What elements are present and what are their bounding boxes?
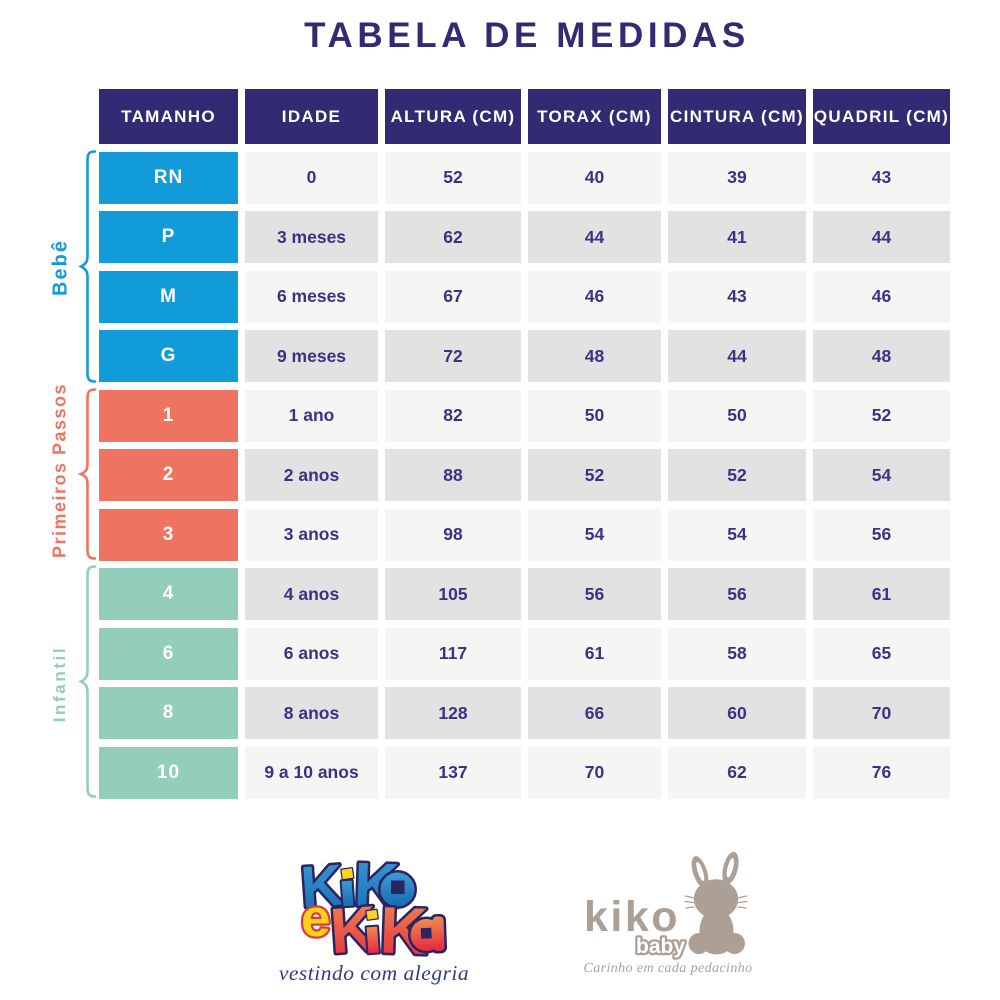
svg-text:kiko: kiko [584,893,680,941]
svg-text:K: K [379,892,430,968]
svg-text:e: e [301,889,330,948]
svg-text:Carinho em cada pedacinho: Carinho em cada pedacinho [583,961,752,976]
svg-text:K: K [299,852,345,920]
svg-text:baby: baby [636,935,685,958]
svg-text:K: K [328,892,379,967]
svg-text:vestindo com alegria: vestindo com alegria [279,961,469,985]
